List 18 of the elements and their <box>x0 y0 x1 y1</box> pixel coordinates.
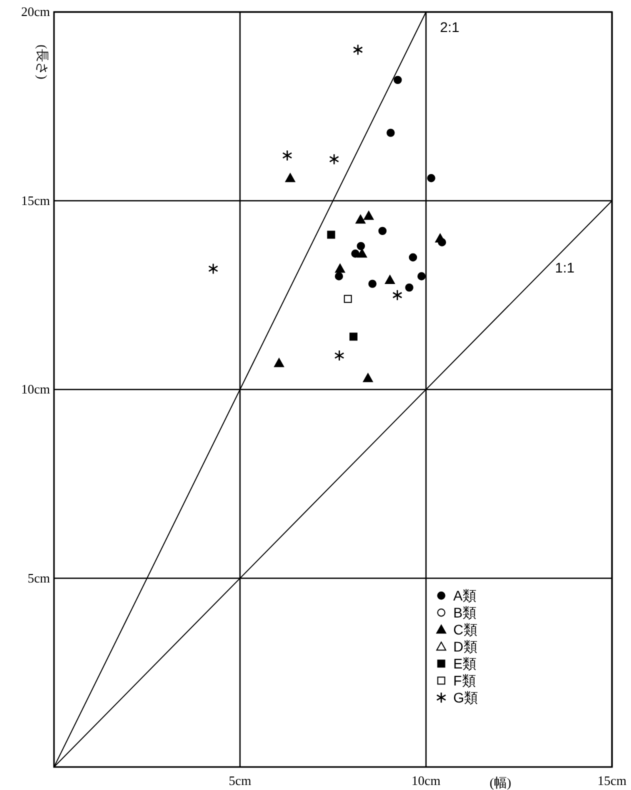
legend-label: B類 <box>453 604 477 621</box>
legend-label: C類 <box>453 622 478 638</box>
legend-label: D類 <box>453 638 478 655</box>
x-tick-label: 15cm <box>598 773 626 788</box>
legend-label: A類 <box>453 588 477 604</box>
y-tick-label: 5cm <box>28 570 50 586</box>
legend-label: G類 <box>453 690 478 706</box>
y-axis-title: (長さ) <box>35 44 50 80</box>
y-tick-label: 20cm <box>21 4 50 19</box>
x-tick-label: 10cm <box>412 773 440 788</box>
legend-label: F類 <box>453 672 476 689</box>
legend-label: E類 <box>453 656 477 672</box>
x-tick-label: 5cm <box>228 773 252 788</box>
series-label: 2:1 <box>440 19 460 35</box>
series-label: 1:1 <box>555 260 575 276</box>
x-axis-title: (幅) <box>490 775 512 790</box>
y-tick-label: 10cm <box>21 382 50 396</box>
y-tick-label: 15cm <box>21 192 50 208</box>
